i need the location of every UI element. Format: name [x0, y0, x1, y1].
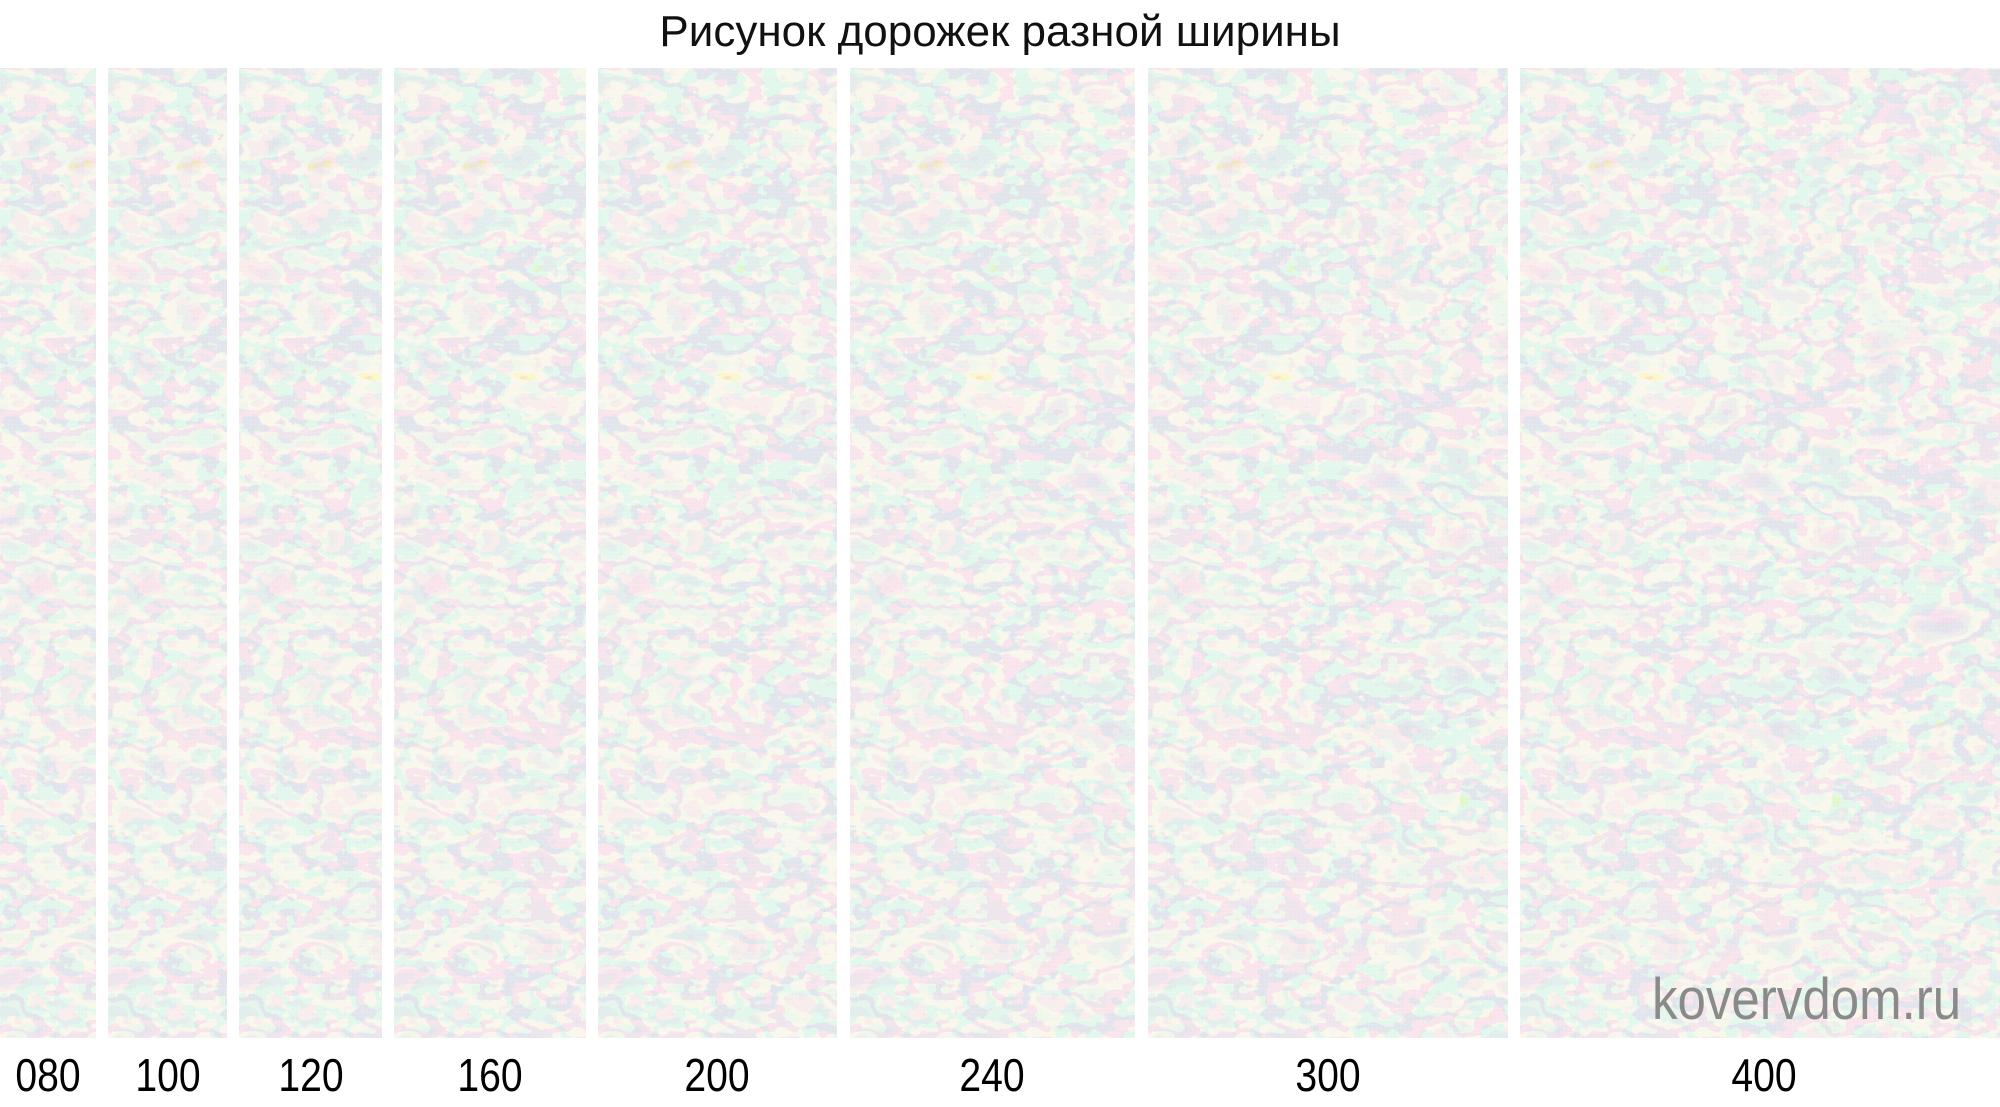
runner-strip [598, 68, 837, 1038]
width-label: 160 [457, 1049, 523, 1101]
width-label: 080 [15, 1049, 81, 1101]
page-title: Рисунок дорожек разной ширины [659, 7, 1341, 56]
runner-strip [1148, 68, 1508, 1038]
width-label: 100 [135, 1049, 201, 1101]
runner-strip [394, 68, 586, 1038]
width-label: 400 [1731, 1049, 1797, 1101]
watermark: kovervdom.ru [1652, 967, 1962, 1032]
width-label: 200 [684, 1049, 750, 1101]
runner-strip [108, 68, 227, 1038]
runner-strip [850, 68, 1135, 1038]
runner-strip [1520, 68, 2000, 1038]
runner-strip [0, 68, 96, 1038]
width-label: 240 [959, 1049, 1025, 1101]
width-label: 300 [1295, 1049, 1361, 1101]
runner-strip [239, 68, 382, 1038]
width-label: 120 [278, 1049, 344, 1101]
